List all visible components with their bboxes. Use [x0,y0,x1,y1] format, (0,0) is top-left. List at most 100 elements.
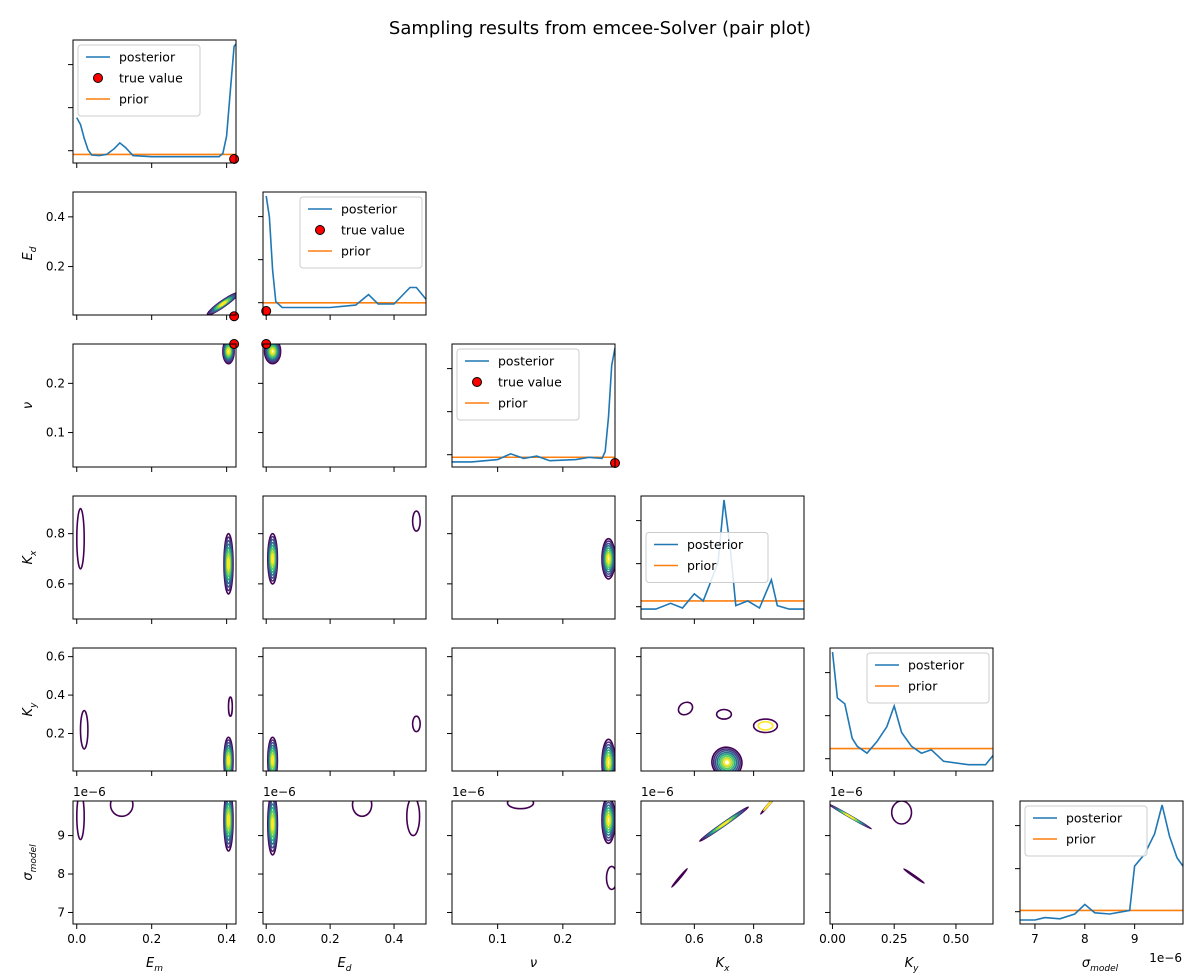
panel-grid: posterior true value prior 0.2 0.4 posterior t… [21,39,1184,974]
x-axis-label-K_x: Kx [716,956,731,974]
y-axis-label-nu-base: ν [21,402,36,409]
x-tick-label-sigma_model: 7 [1031,932,1039,946]
panel-frame-nu-E_m [72,343,237,468]
y-axis-label-E_d-base: E [21,251,36,260]
posterior-line-E_d [265,195,426,309]
contour-nu-E_d-0-7 [270,348,275,355]
contour-sigma_model-K_y-0-7 [845,813,855,820]
posterior-line-nu [452,347,615,463]
contour-K_y-K_x-0-2 [714,749,740,771]
panel-content-K_x-nu [601,537,615,580]
panel-background-E_d-E_m [73,192,236,315]
panel-content-E_m-E_m [73,43,236,158]
legend-label-prior: prior [119,92,149,107]
x-axis-label-E_m-base: E [146,956,155,971]
contour-nu-E_d-0-2 [265,344,280,362]
contour-sigma_model-E_d-1-0 [351,801,373,818]
legend-E_d: posterior true value prior [299,196,423,269]
contour-sigma_model-K_x-2-1 [762,801,774,812]
x-tick-label-K_y: 0.50 [943,932,970,946]
legend-E_m: posterior true value prior [77,44,201,117]
contour-nu-E_d-0-6 [269,346,276,356]
y-tick-label-K_y: 0.4 [46,688,65,702]
posterior-line-E_m [75,43,236,158]
x-tick-label-E_d: 0.4 [384,932,403,946]
x-tick-label-E_m: 0.0 [67,932,86,946]
legend-marker-true-value [93,73,103,83]
panel-content-K_y-E_d [267,715,422,771]
legend-label-prior: prior [1066,832,1096,847]
x-tick-label-K_y: 0.00 [819,932,846,946]
x-tick-label-E_d: 0.0 [257,932,276,946]
x-axis-label-K_y-sub: y [912,964,919,974]
legend-K_x: posterior prior [645,532,769,583]
x-axis-label-K_y-base: K [905,956,915,971]
y-axis-label-sigma_model-sub: model [29,844,39,873]
y-axis-label-K_x-sub: x [29,550,39,557]
contour-K_x-E_d-1-0 [411,510,422,532]
panel-frame-K_y-E_m [72,647,237,772]
panel-content-K_y-nu [601,738,615,771]
x-tick-label-E_m: 0.4 [217,932,236,946]
true-value-marker-E_m [229,154,240,164]
y-tick-label-sigma_model: 9 [57,829,65,843]
panel-frame-E_m-E_m [72,39,237,164]
contour-K_y-K_x-0-1 [712,748,741,771]
panel-background-sigma_model-E_m [73,801,236,924]
posterior-line-K_y [831,651,993,766]
contour-sigma_model-E_m-0-7 [226,813,231,827]
y-axis-label-K_y: Ky [21,702,39,717]
panel-content-K_y-K_y [830,651,993,766]
legend-label-posterior: posterior [341,202,398,217]
contour-K_y-K_x-1-0 [677,701,694,716]
y-axis-label-E_d-sub: d [29,246,39,252]
legend-sigma_model: posterior prior [1024,805,1148,857]
legend-label-posterior: posterior [498,354,555,369]
y-axis-label-sigma_model: σmodel [21,844,39,881]
contour-K_x-E_d-0-7 [270,553,275,565]
x-axis-label-E_d-base: E [338,956,347,971]
panel-background-K_x-E_m [73,496,236,619]
contour-sigma_model-nu-0-7 [606,815,611,826]
panel-background-K_y-E_m [73,648,236,771]
panel-background-sigma_model-K_x [641,801,804,924]
y-tick-label-E_d: 0.2 [46,260,65,274]
x-axis-label-E_d: Ed [338,956,352,974]
x-axis-label-sigma_model-base: σ [1082,956,1091,971]
y-tick-label-nu: 0.2 [46,376,65,390]
y-axis-label-E_d: Ed [21,246,39,260]
panel-background-nu-E_d [263,344,426,467]
legend-label-posterior: posterior [687,537,744,552]
legend-label-posterior: posterior [1066,811,1123,826]
panel-content-sigma_model-K_x [671,801,777,888]
panel-content-K_x-E_d [267,510,422,585]
x-axis-label-nu-base: ν [530,956,537,971]
x-tick-label-K_x: 0.6 [685,932,704,946]
panel-content-sigma_model-E_d [267,801,421,856]
contour-K_y-K_x-0-6 [721,757,733,768]
posterior-line-K_x [641,499,804,610]
panel-frame-sigma_model-sigma_model [1019,800,1184,925]
true-value-marker-E_d-E_m [229,311,240,322]
y-tick-label-sigma_model: 7 [57,905,65,919]
contour-sigma_model-K_y-1-0 [903,868,925,884]
panel-frame-K_x-E_d [262,495,427,620]
panel-frame-K_y-nu [451,647,616,772]
panel-content-sigma_model-K_y [830,801,925,884]
x-axis-label-K_x-sub: x [723,964,730,974]
y-axis-label-K_y-base: K [21,706,36,716]
legend-marker-true-value [315,225,325,235]
contour-sigma_model-K_x-0-7 [718,820,730,829]
legend-label-true-value: true value [498,375,562,390]
legend-label-posterior: posterior [908,658,965,673]
panel-frame-nu-E_d [262,343,427,468]
panel-content-nu-nu [452,347,615,463]
contour-sigma_model-nu-2-0 [605,865,615,891]
contour-sigma_model-K_y-2-0 [890,801,913,825]
panel-frame-K_x-E_m [72,495,237,620]
x-tick-label-E_d: 0.2 [321,932,340,946]
contour-E_d-E_m-0-7 [219,300,227,307]
contour-K_y-K_x-0-7 [723,758,731,767]
legend-label-prior: prior [908,679,938,694]
